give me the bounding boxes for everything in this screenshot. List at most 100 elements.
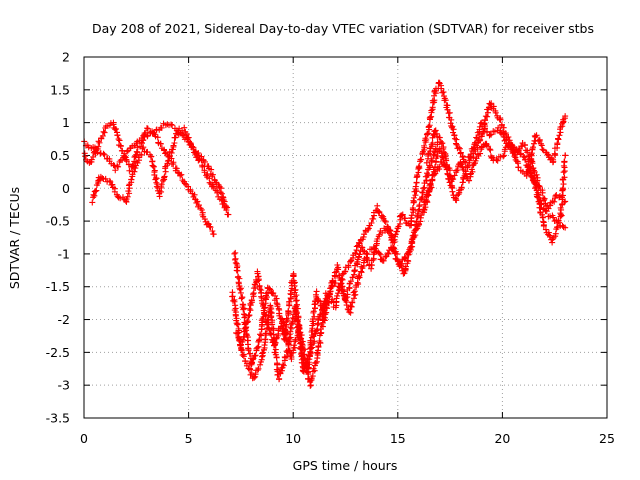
data-point [307, 345, 314, 352]
data-point [245, 345, 252, 352]
data-point [99, 132, 106, 139]
data-point [101, 129, 108, 136]
data-point [557, 210, 564, 217]
data-point [562, 113, 569, 120]
x-tick-label: 0 [80, 431, 88, 446]
data-point [187, 140, 194, 147]
data-point [427, 114, 434, 121]
data-point [307, 337, 314, 344]
data-point [100, 150, 107, 157]
data-point [559, 185, 566, 192]
data-point [206, 179, 213, 186]
data-point [460, 176, 467, 183]
data-point [561, 174, 568, 181]
data-point [429, 140, 436, 147]
data-point [273, 354, 280, 361]
data-point [231, 256, 238, 263]
data-point [198, 157, 205, 164]
data-point [419, 189, 426, 196]
data-point [385, 250, 392, 257]
data-point [449, 188, 456, 195]
data-point [171, 139, 178, 146]
data-point [396, 258, 403, 265]
data-point [292, 336, 299, 343]
data-point [539, 146, 546, 153]
data-point [291, 342, 298, 349]
data-point [528, 172, 535, 179]
data-point [311, 367, 318, 374]
data-point [142, 129, 149, 136]
data-point [285, 347, 292, 354]
data-point [345, 264, 352, 271]
data-point [128, 176, 135, 183]
x-tick-label: 5 [185, 431, 193, 446]
data-point [426, 122, 433, 129]
data-point [539, 189, 546, 196]
data-point [443, 157, 450, 164]
data-point [481, 116, 488, 123]
data-point [533, 171, 540, 178]
data-point [97, 150, 104, 157]
data-point [453, 197, 460, 204]
data-point [501, 152, 508, 159]
data-point [88, 156, 95, 163]
data-point [323, 309, 330, 316]
data-point [402, 215, 409, 222]
data-point [138, 151, 145, 158]
data-point [474, 135, 481, 142]
data-point [421, 144, 428, 151]
data-point [435, 79, 442, 86]
data-point [158, 124, 165, 131]
data-point [528, 151, 535, 158]
data-point [234, 321, 241, 328]
series-track-h [420, 119, 569, 213]
data-point [234, 267, 241, 274]
data-point [375, 209, 382, 216]
data-point [551, 198, 558, 205]
data-point [252, 352, 259, 359]
data-point [337, 277, 344, 284]
data-point [358, 269, 365, 276]
data-point [153, 179, 160, 186]
data-point [532, 183, 539, 190]
data-point [413, 179, 420, 186]
data-point [254, 367, 261, 374]
data-point [423, 136, 430, 143]
data-point [415, 207, 422, 214]
data-point [426, 115, 433, 122]
data-point [457, 160, 464, 167]
data-point [296, 334, 303, 341]
chart-title: Day 208 of 2021, Sidereal Day-to-day VTE… [92, 21, 594, 36]
data-point [132, 153, 139, 160]
data-point [444, 106, 451, 113]
data-point [126, 190, 133, 197]
data-point [536, 198, 543, 205]
data-point [542, 226, 549, 233]
y-tick-label: -2.5 [46, 345, 70, 360]
data-point [305, 364, 312, 371]
data-point [521, 142, 528, 149]
data-point [138, 140, 145, 147]
data-point [339, 287, 346, 294]
data-point [382, 218, 389, 225]
data-point [244, 317, 251, 324]
data-point [533, 132, 540, 139]
data-point [204, 220, 211, 227]
data-point [165, 157, 172, 164]
series-track-f [233, 139, 441, 383]
data-point [365, 225, 372, 232]
data-point [254, 344, 261, 351]
x-tick-label: 10 [285, 431, 301, 446]
data-point [358, 263, 365, 270]
data-point [246, 305, 253, 312]
data-point [408, 212, 415, 219]
data-point [557, 204, 564, 211]
data-point [372, 245, 379, 252]
data-point [247, 366, 254, 373]
data-point [349, 299, 356, 306]
data-point [95, 143, 102, 150]
data-point [96, 139, 103, 146]
data-point [544, 151, 551, 158]
data-point [209, 227, 216, 234]
